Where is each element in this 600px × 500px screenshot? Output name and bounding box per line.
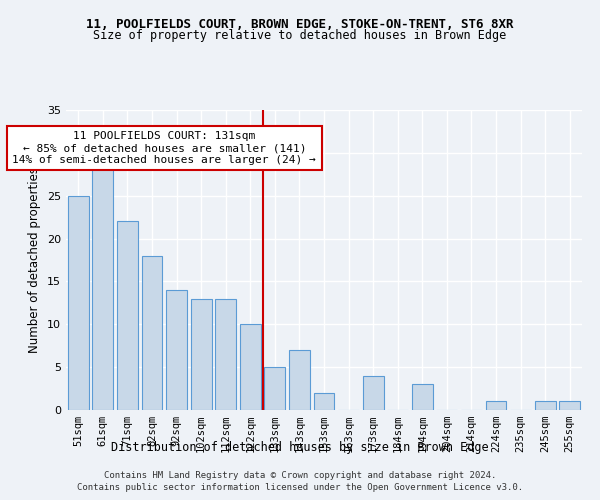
- Bar: [166, 290, 187, 410]
- Bar: [142, 256, 163, 410]
- Bar: [240, 324, 261, 410]
- Text: Contains public sector information licensed under the Open Government Licence v3: Contains public sector information licen…: [77, 483, 523, 492]
- Bar: [265, 367, 286, 410]
- Bar: [535, 402, 556, 410]
- Text: Size of property relative to detached houses in Brown Edge: Size of property relative to detached ho…: [94, 29, 506, 42]
- Bar: [68, 196, 89, 410]
- Bar: [191, 298, 212, 410]
- Bar: [92, 162, 113, 410]
- Text: Contains HM Land Registry data © Crown copyright and database right 2024.: Contains HM Land Registry data © Crown c…: [104, 472, 496, 480]
- Bar: [215, 298, 236, 410]
- Bar: [314, 393, 334, 410]
- Y-axis label: Number of detached properties: Number of detached properties: [28, 167, 41, 353]
- Bar: [117, 222, 138, 410]
- Text: 11, POOLFIELDS COURT, BROWN EDGE, STOKE-ON-TRENT, ST6 8XR: 11, POOLFIELDS COURT, BROWN EDGE, STOKE-…: [86, 18, 514, 30]
- Bar: [362, 376, 383, 410]
- Bar: [559, 402, 580, 410]
- Text: Distribution of detached houses by size in Brown Edge: Distribution of detached houses by size …: [111, 441, 489, 454]
- Bar: [289, 350, 310, 410]
- Bar: [485, 402, 506, 410]
- Bar: [412, 384, 433, 410]
- Text: 11 POOLFIELDS COURT: 131sqm
← 85% of detached houses are smaller (141)
14% of se: 11 POOLFIELDS COURT: 131sqm ← 85% of det…: [13, 132, 316, 164]
